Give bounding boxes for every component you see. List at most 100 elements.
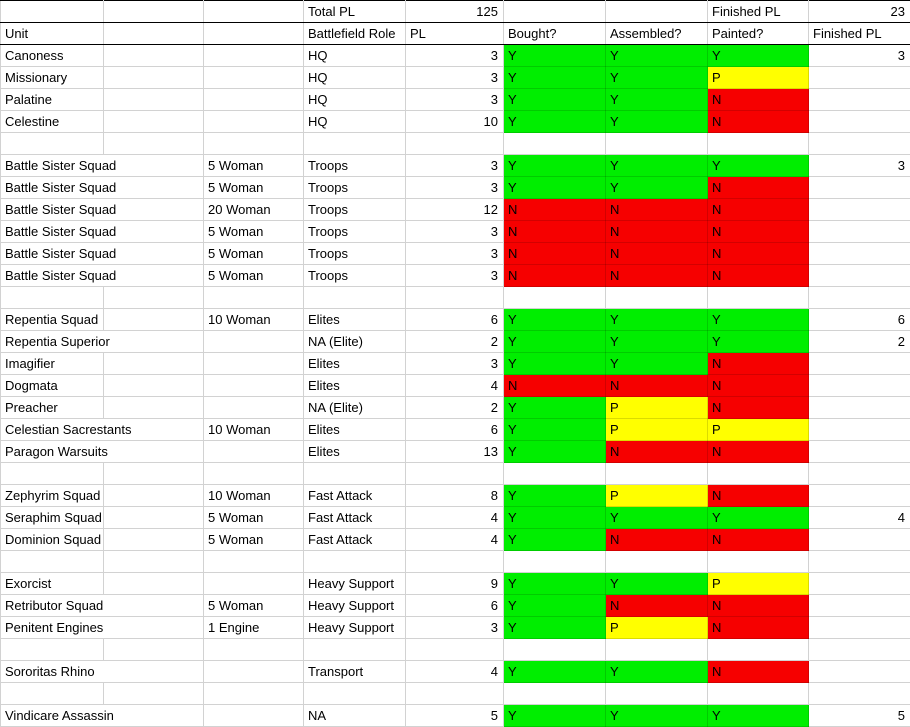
cell-empty[interactable] [104, 529, 204, 551]
cell-unit[interactable] [1, 551, 104, 573]
cell-pl[interactable]: 12 [406, 199, 504, 221]
cell-qty[interactable] [204, 441, 304, 463]
cell-pl[interactable]: 9 [406, 573, 504, 595]
cell-assembled[interactable]: P [606, 419, 708, 441]
cell-qty[interactable] [204, 133, 304, 155]
cell-pl[interactable] [406, 133, 504, 155]
cell-pl[interactable]: 10 [406, 111, 504, 133]
cell-qty[interactable] [204, 353, 304, 375]
cell-qty[interactable]: 5 Woman [204, 265, 304, 287]
cell-bought[interactable]: Y [504, 111, 606, 133]
cell-empty[interactable] [104, 287, 204, 309]
cell-qty[interactable] [204, 661, 304, 683]
cell-pl[interactable]: 4 [406, 661, 504, 683]
cell-role[interactable]: Troops [304, 199, 406, 221]
cell-empty[interactable] [104, 353, 204, 375]
cell-pl[interactable]: 13 [406, 441, 504, 463]
cell-role[interactable]: Heavy Support [304, 595, 406, 617]
cell-unit[interactable] [1, 463, 104, 485]
total-pl-value[interactable]: 125 [406, 1, 504, 23]
cell-finished[interactable] [809, 463, 910, 485]
cell-qty[interactable]: 5 Woman [204, 507, 304, 529]
cell-pl[interactable]: 4 [406, 375, 504, 397]
cell-empty[interactable] [104, 573, 204, 595]
cell-assembled[interactable]: N [606, 265, 708, 287]
cell-pl[interactable] [406, 463, 504, 485]
cell-bought[interactable]: Y [504, 353, 606, 375]
cell-painted[interactable]: Y [708, 507, 809, 529]
cell-unit[interactable]: Battle Sister Squad [1, 243, 204, 265]
cell-qty[interactable] [204, 639, 304, 661]
cell-bought[interactable] [504, 463, 606, 485]
cell-role[interactable]: Elites [304, 309, 406, 331]
cell-assembled[interactable]: N [606, 243, 708, 265]
cell-pl[interactable]: 3 [406, 89, 504, 111]
cell-painted[interactable]: N [708, 485, 809, 507]
cell-finished[interactable] [809, 595, 910, 617]
cell-assembled[interactable] [606, 639, 708, 661]
cell-role[interactable] [304, 551, 406, 573]
cell-role[interactable]: Troops [304, 221, 406, 243]
cell-empty[interactable] [1, 1, 104, 23]
cell-empty[interactable] [104, 507, 204, 529]
cell-unit[interactable]: Retributor Squad [1, 595, 204, 617]
cell-finished[interactable] [809, 133, 910, 155]
cell-finished[interactable]: 3 [809, 155, 910, 177]
cell-assembled[interactable]: Y [606, 67, 708, 89]
cell-pl[interactable]: 6 [406, 309, 504, 331]
cell-qty[interactable]: 5 Woman [204, 243, 304, 265]
cell-painted[interactable]: N [708, 89, 809, 111]
cell-qty[interactable] [204, 463, 304, 485]
cell-finished[interactable]: 3 [809, 45, 910, 67]
cell-finished[interactable] [809, 287, 910, 309]
cell-assembled[interactable]: Y [606, 353, 708, 375]
cell-empty[interactable] [104, 463, 204, 485]
header-painted[interactable]: Painted? [708, 23, 809, 45]
cell-empty[interactable] [104, 89, 204, 111]
cell-painted[interactable]: N [708, 177, 809, 199]
cell-bought[interactable]: Y [504, 45, 606, 67]
cell-bought[interactable]: Y [504, 419, 606, 441]
cell-unit[interactable]: Preacher [1, 397, 104, 419]
cell-empty[interactable] [104, 397, 204, 419]
cell-bought[interactable]: Y [504, 595, 606, 617]
cell-painted[interactable]: N [708, 221, 809, 243]
header-bought[interactable]: Bought? [504, 23, 606, 45]
cell-painted[interactable]: N [708, 595, 809, 617]
cell-finished[interactable]: 5 [809, 705, 910, 727]
cell-bought[interactable]: N [504, 199, 606, 221]
cell-finished[interactable] [809, 617, 910, 639]
cell-pl[interactable]: 2 [406, 331, 504, 353]
cell-unit[interactable] [1, 639, 104, 661]
cell-pl[interactable]: 3 [406, 155, 504, 177]
cell-bought[interactable]: N [504, 265, 606, 287]
cell-painted[interactable]: Y [708, 155, 809, 177]
cell-qty[interactable]: 10 Woman [204, 309, 304, 331]
cell-assembled[interactable]: N [606, 199, 708, 221]
cell-bought[interactable]: Y [504, 67, 606, 89]
cell-painted[interactable]: P [708, 573, 809, 595]
cell-pl[interactable]: 3 [406, 67, 504, 89]
cell-bought[interactable]: Y [504, 617, 606, 639]
header-finished-pl[interactable]: Finished PL [809, 23, 910, 45]
cell-painted[interactable]: N [708, 441, 809, 463]
cell-assembled[interactable]: N [606, 375, 708, 397]
cell-unit[interactable]: Battle Sister Squad [1, 199, 204, 221]
cell-bought[interactable]: N [504, 375, 606, 397]
cell-finished[interactable] [809, 661, 910, 683]
cell-unit[interactable] [1, 133, 104, 155]
cell-pl[interactable]: 3 [406, 221, 504, 243]
cell-pl[interactable]: 3 [406, 177, 504, 199]
cell-assembled[interactable]: Y [606, 705, 708, 727]
cell-role[interactable]: Elites [304, 375, 406, 397]
cell-qty[interactable]: 10 Woman [204, 485, 304, 507]
cell-bought[interactable] [504, 133, 606, 155]
cell-role[interactable] [304, 463, 406, 485]
cell-qty[interactable] [204, 331, 304, 353]
cell-assembled[interactable]: N [606, 595, 708, 617]
cell-unit[interactable]: Battle Sister Squad [1, 221, 204, 243]
cell-painted[interactable]: N [708, 265, 809, 287]
cell-painted[interactable] [708, 133, 809, 155]
cell-painted[interactable]: N [708, 375, 809, 397]
cell-qty[interactable] [204, 287, 304, 309]
